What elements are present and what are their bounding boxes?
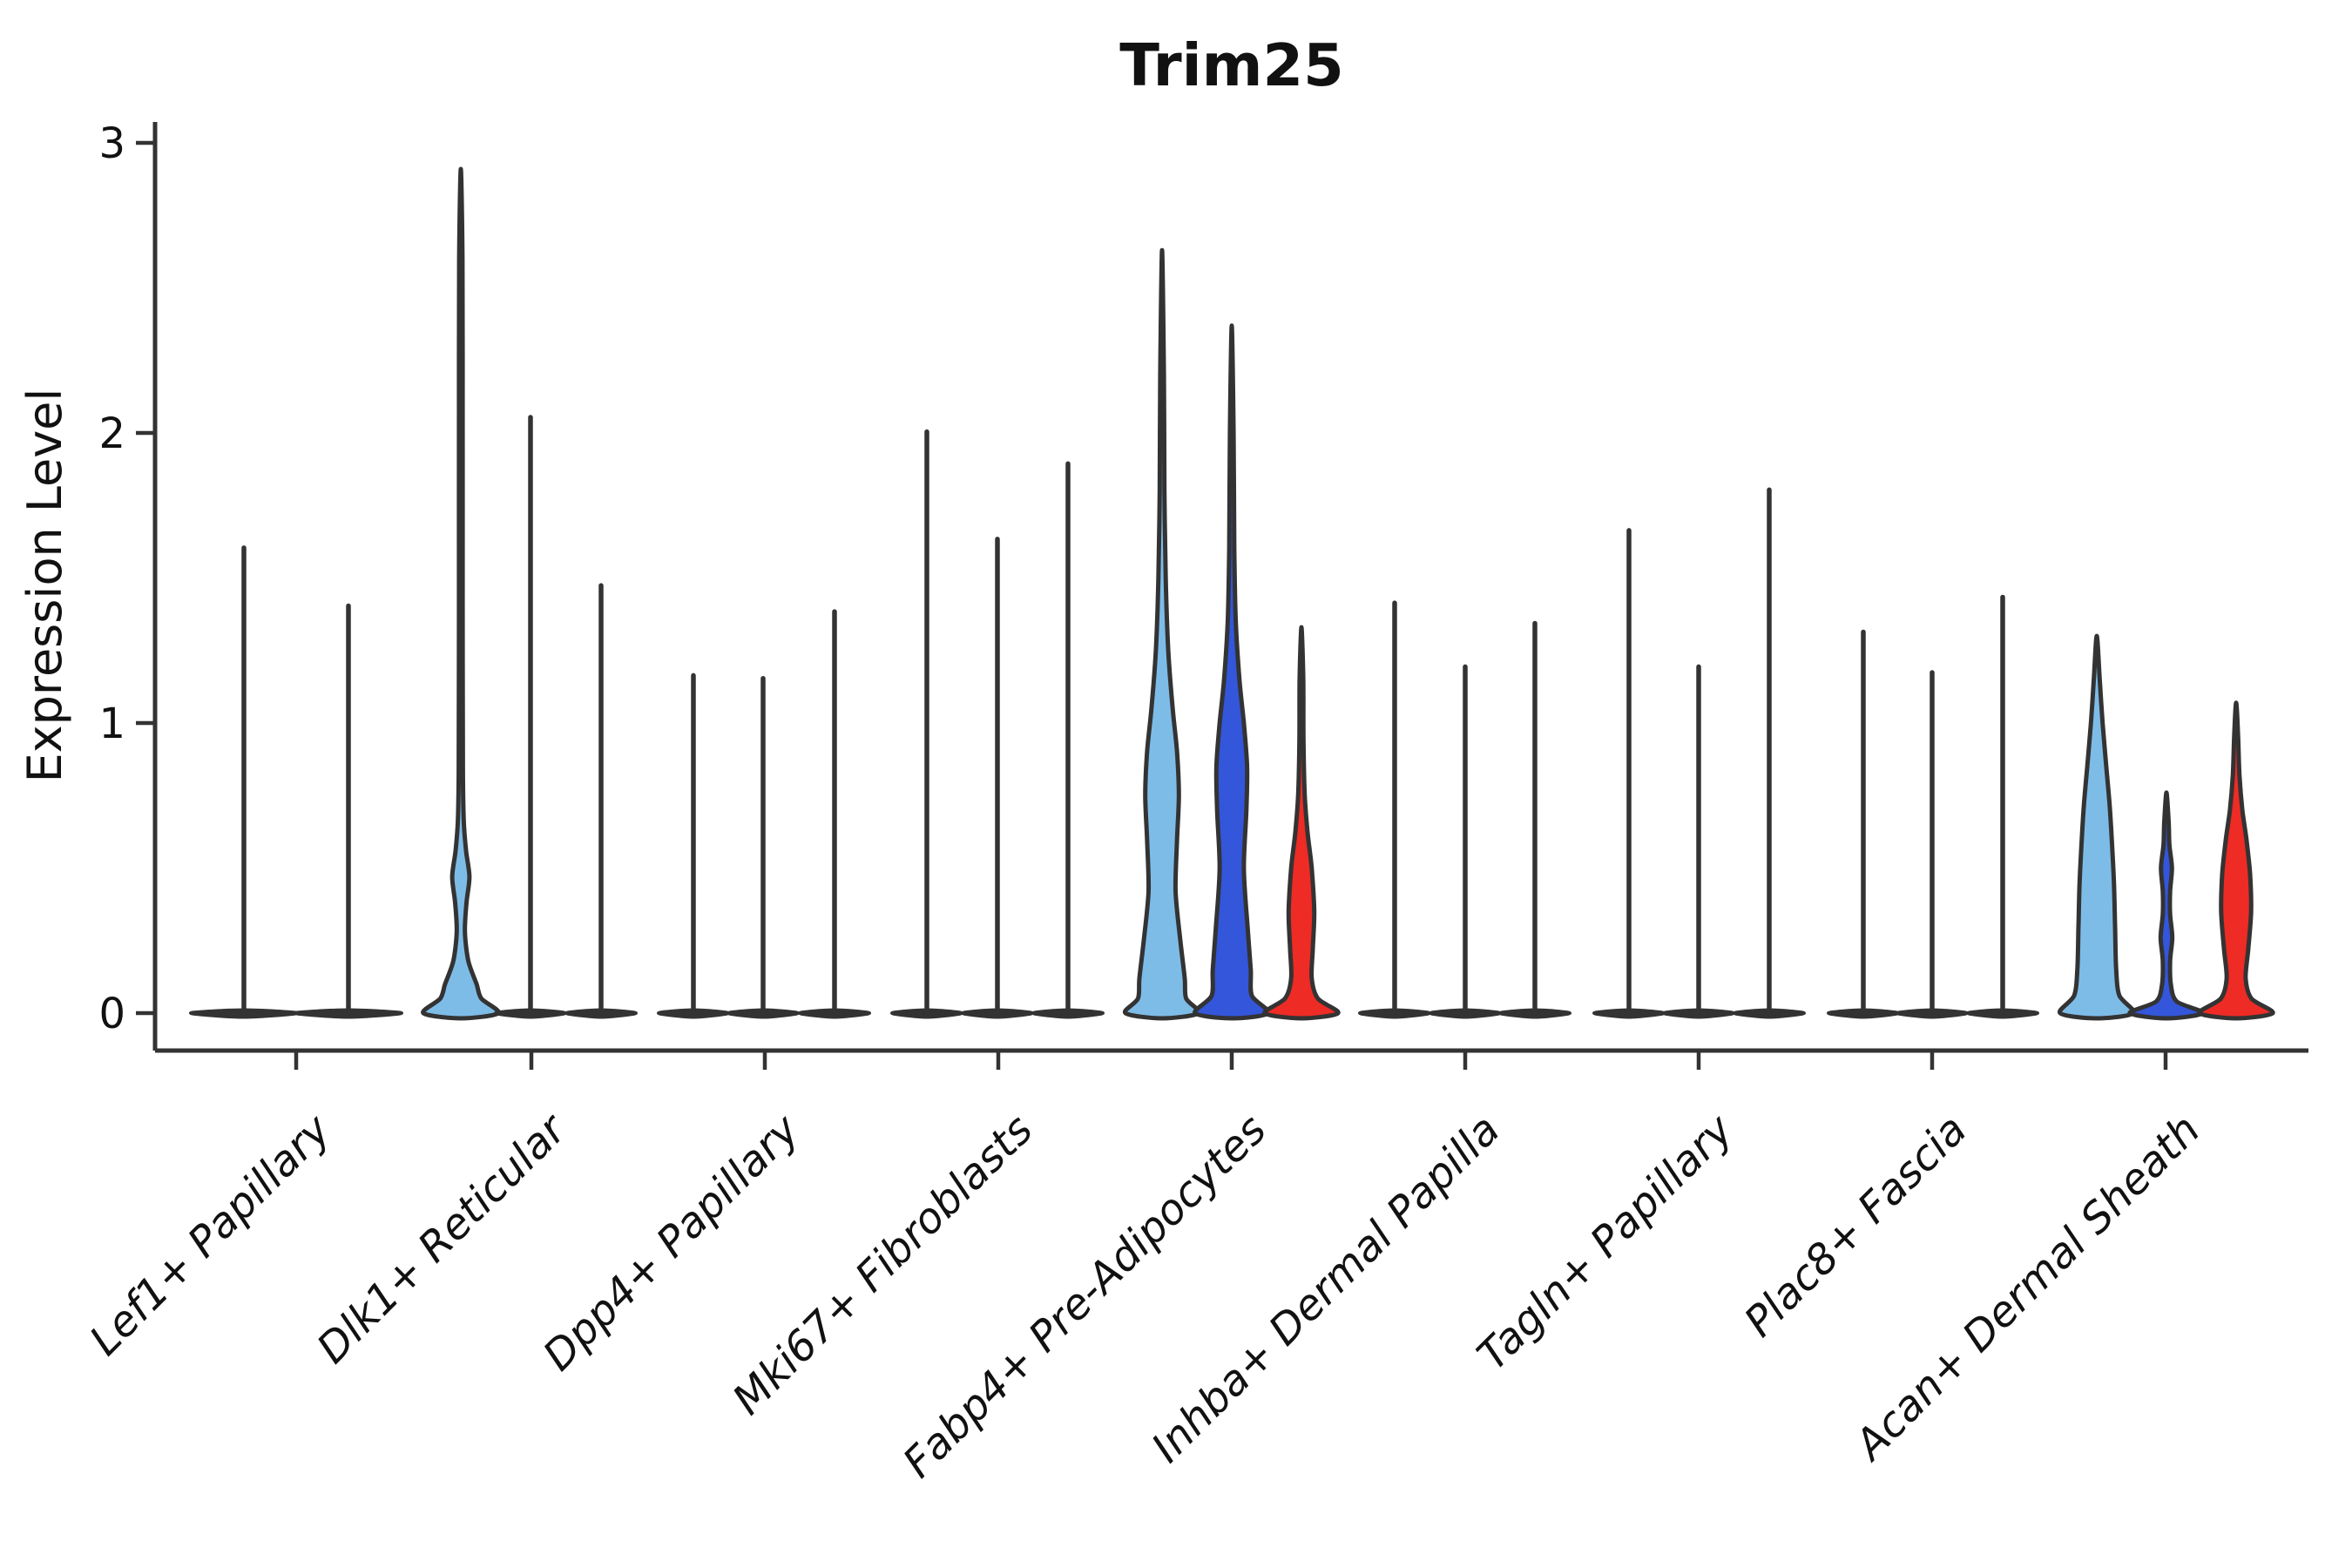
y-tick-label: 3 bbox=[98, 119, 125, 168]
violin bbox=[1193, 323, 1271, 1021]
violin bbox=[421, 166, 501, 1021]
violin bbox=[1122, 247, 1202, 1021]
y-axis-label: Expression Level bbox=[17, 389, 72, 783]
violin bbox=[2058, 633, 2136, 1021]
y-tick-label: 0 bbox=[98, 990, 125, 1038]
x-tick-label: Plac8+ Fascia bbox=[1735, 1105, 1977, 1347]
chart-title: Trim25 bbox=[1119, 31, 1343, 99]
x-tick-label: Dpp4+ Papillary bbox=[534, 1105, 809, 1380]
x-tick-label: Lef1+ Papillary bbox=[80, 1105, 341, 1365]
violin bbox=[2197, 700, 2275, 1021]
x-tick-label: Tagln+ Papillary bbox=[1468, 1105, 1743, 1380]
x-tick-label: Dlk1+ Reticular bbox=[308, 1104, 578, 1374]
violin bbox=[2127, 790, 2206, 1021]
y-tick-label: 1 bbox=[98, 700, 125, 748]
y-tick-label: 2 bbox=[98, 409, 125, 458]
violin bbox=[1262, 625, 1341, 1021]
